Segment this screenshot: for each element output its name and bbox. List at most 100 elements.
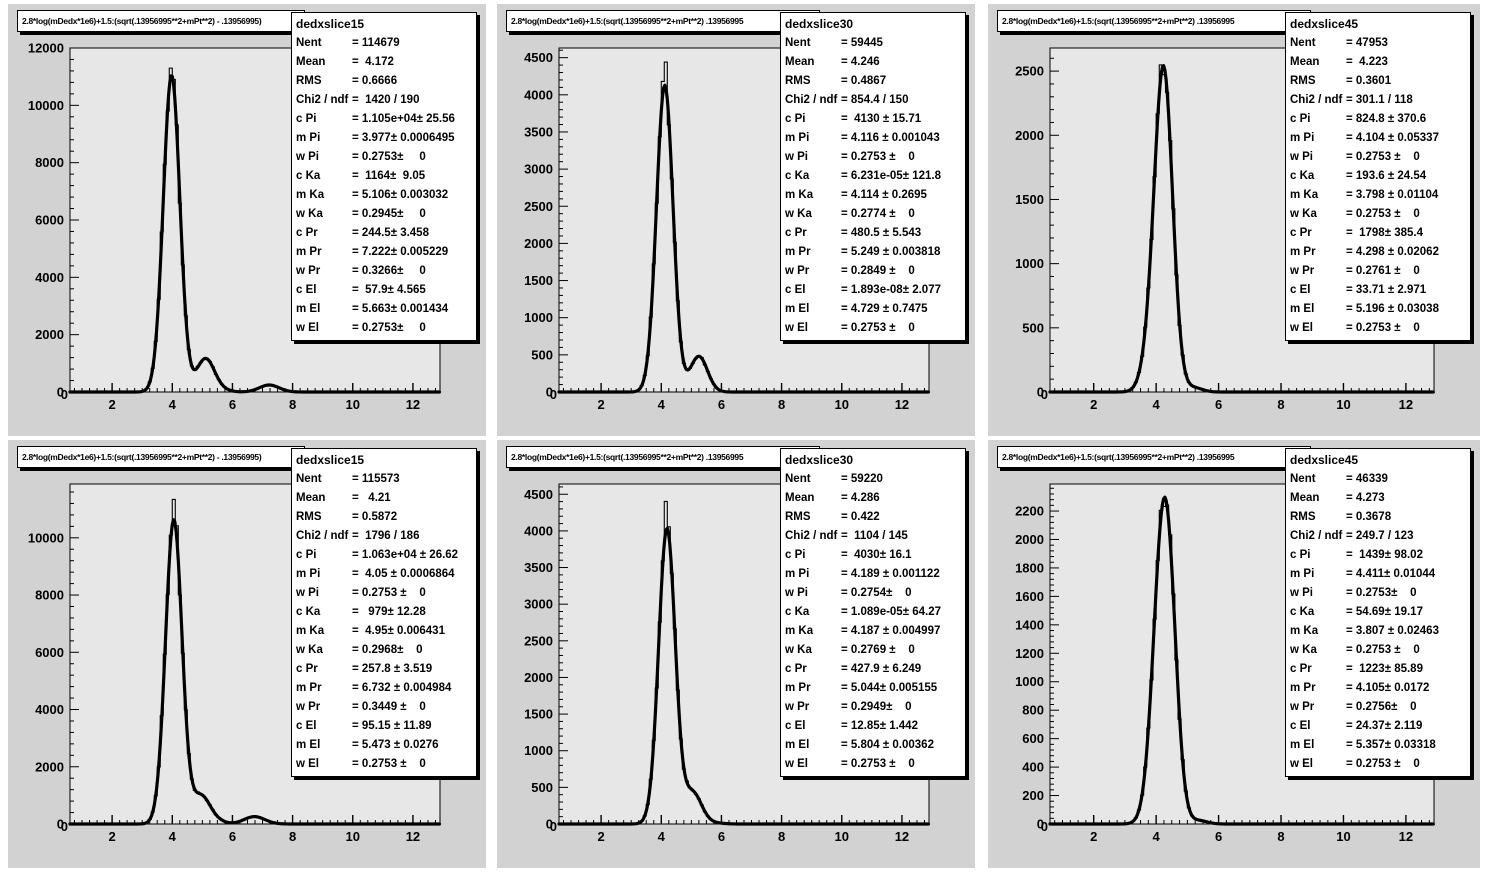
- stat-line: w El = 0.2753 ± 0: [296, 758, 426, 770]
- svg-text:2500: 2500: [1015, 64, 1044, 79]
- svg-text:0: 0: [57, 385, 64, 400]
- stats-box[interactable]: dedxslice30 Nent = 59445 Mean = 4.246 RMS = 0…: [780, 12, 966, 341]
- svg-text:2000: 2000: [524, 670, 553, 685]
- stat-line: w El = 0.2753 ± 0: [785, 758, 915, 770]
- stat-line: m Ka = 3.807 ± 0.02463: [1290, 625, 1439, 637]
- stats-box[interactable]: dedxslice30 Nent = 59220 Mean = 4.286 RMS = 0…: [780, 448, 966, 777]
- stat-line: c El = 1.893e-08± 2.077: [785, 284, 941, 296]
- pad-bottom-middle[interactable]: 0 500 1000 1500 2000 2500 3000 3500 4000 4500 2 4 6 8…: [497, 440, 975, 868]
- svg-text:1000: 1000: [1015, 256, 1044, 271]
- stat-line: w Pi = 0.2753 ± 0: [785, 151, 915, 163]
- stat-line: Chi2 / ndf = 1104 / 145: [785, 530, 908, 542]
- stat-line: w Ka = 0.2968± 0: [296, 644, 423, 656]
- stat-line: Mean = 4.172: [296, 56, 394, 68]
- pad-top-left[interactable]: 0 2000 4000 6000 8000 10000 12000 2 4 6 8 10 12 0 2.8…: [8, 4, 486, 436]
- svg-text:3500: 3500: [524, 124, 553, 139]
- stat-line: RMS = 0.422: [785, 511, 880, 523]
- svg-text:2000: 2000: [35, 759, 64, 774]
- stats-lines: Nent = 59445 Mean = 4.246 RMS = 0.4867 Chi2 / …: [785, 34, 961, 338]
- svg-text:10: 10: [1336, 397, 1350, 412]
- stat-line: w Pr = 0.2949± 0: [785, 701, 912, 713]
- formula-title: 2.8*log(mDedx*1e6)+1.5:(sqrt(.13956995**…: [511, 16, 744, 26]
- svg-text:1000: 1000: [1015, 674, 1044, 689]
- svg-text:4000: 4000: [524, 523, 553, 538]
- stat-line: Nent = 46339: [1290, 473, 1388, 485]
- svg-text:12: 12: [895, 397, 909, 412]
- stat-line: c El = 57.9± 4.565: [296, 284, 426, 296]
- stat-line: c El = 95.15 ± 11.89: [296, 720, 432, 732]
- svg-text:12: 12: [895, 829, 909, 844]
- svg-text:10: 10: [835, 829, 849, 844]
- svg-text:0: 0: [61, 819, 68, 834]
- svg-text:2000: 2000: [35, 327, 64, 342]
- svg-text:600: 600: [1022, 731, 1044, 746]
- stats-box[interactable]: dedxslice45 Nent = 46339 Mean = 4.273 RMS = 0…: [1285, 448, 1471, 777]
- formula-title-box[interactable]: 2.8*log(mDedx*1e6)+1.5:(sqrt(.13956995**…: [17, 10, 305, 32]
- formula-title: 2.8*log(mDedx*1e6)+1.5:(sqrt(.13956995**…: [1002, 452, 1235, 462]
- stat-line: w Pi = 0.2753 ± 0: [1290, 151, 1420, 163]
- svg-text:12000: 12000: [28, 41, 64, 56]
- svg-text:2: 2: [108, 397, 115, 412]
- stat-line: RMS = 0.4867: [785, 75, 887, 87]
- svg-text:0: 0: [1041, 819, 1048, 834]
- stat-line: m Pr = 4.298 ± 0.02062: [1290, 246, 1439, 258]
- svg-text:4: 4: [1153, 829, 1161, 844]
- formula-title-box[interactable]: 2.8*log(mDedx*1e6)+1.5:(sqrt(.13956995**…: [17, 446, 305, 468]
- svg-text:1600: 1600: [1015, 589, 1044, 604]
- svg-text:2200: 2200: [1015, 504, 1044, 519]
- stat-line: m El = 5.196 ± 0.03038: [1290, 303, 1439, 315]
- pad-bottom-right[interactable]: 0 200 400 600 800 1000 1200 1400 1600 1800 2000 220…: [988, 440, 1480, 868]
- stat-line: Chi2 / ndf = 1420 / 190: [296, 94, 420, 106]
- stat-line: w Pr = 0.2756± 0: [1290, 701, 1417, 713]
- formula-title-box[interactable]: 2.8*log(mDedx*1e6)+1.5:(sqrt(.13956995**…: [997, 10, 1311, 32]
- pad-top-middle[interactable]: 0 500 1000 1500 2000 2500 3000 3500 4000 4500 2 4 6 8…: [497, 4, 975, 436]
- stats-box[interactable]: dedxslice15 Nent = 115573 Mean = 4.21 RMS = 0…: [291, 448, 477, 777]
- svg-text:1500: 1500: [1015, 192, 1044, 207]
- formula-title-box[interactable]: 2.8*log(mDedx*1e6)+1.5:(sqrt(.13956995**…: [997, 446, 1311, 468]
- svg-text:6: 6: [229, 397, 236, 412]
- stats-box[interactable]: dedxslice15 Nent = 114679 Mean = 4.172 RMS = …: [291, 12, 477, 341]
- pad-top-right[interactable]: 0 500 1000 1500 2000 2500 2 4 6 8 10 12 0 2.8*log(mD…: [988, 4, 1480, 436]
- stat-line: Chi2 / ndf = 301.1 / 118: [1290, 94, 1413, 106]
- svg-text:2000: 2000: [1015, 128, 1044, 143]
- stat-line: w El = 0.2753 ± 0: [785, 322, 915, 334]
- stat-line: m Ka = 4.114 ± 0.2695: [785, 189, 927, 201]
- svg-text:12: 12: [406, 829, 420, 844]
- formula-title-box[interactable]: 2.8*log(mDedx*1e6)+1.5:(sqrt(.13956995**…: [506, 446, 820, 468]
- stat-line: Mean = 4.21: [296, 492, 391, 504]
- stat-line: m Ka = 4.95± 0.006431: [296, 625, 445, 637]
- stat-line: m El = 4.729 ± 0.7475: [785, 303, 928, 315]
- stat-line: m Pi = 4.116 ± 0.001043: [785, 132, 940, 144]
- svg-text:0: 0: [550, 819, 557, 834]
- stat-line: m El = 5.357± 0.03318: [1290, 739, 1436, 751]
- svg-text:8: 8: [289, 397, 296, 412]
- svg-text:12: 12: [1399, 829, 1413, 844]
- svg-text:4000: 4000: [35, 270, 64, 285]
- svg-text:4: 4: [169, 397, 177, 412]
- svg-text:2: 2: [108, 829, 115, 844]
- svg-text:10000: 10000: [28, 98, 64, 113]
- stat-line: Mean = 4.273: [1290, 492, 1385, 504]
- stat-line: c El = 33.71 ± 2.971: [1290, 284, 1427, 296]
- stat-line: c Ka = 54.69± 19.17: [1290, 606, 1423, 618]
- svg-text:1400: 1400: [1015, 617, 1044, 632]
- svg-text:1500: 1500: [524, 707, 553, 722]
- stat-line: w Pr = 0.2761 ± 0: [1290, 265, 1420, 277]
- formula-title: 2.8*log(mDedx*1e6)+1.5:(sqrt(.13956995**…: [511, 452, 744, 462]
- stat-line: c Ka = 6.231e-05± 121.8: [785, 170, 941, 182]
- stats-box[interactable]: dedxslice45 Nent = 47953 Mean = 4.223 RMS = 0…: [1285, 12, 1471, 341]
- pad-bottom-left[interactable]: 0 2000 4000 6000 8000 10000 2 4 6 8 10 12 0 2.8*log(…: [8, 440, 486, 868]
- stats-lines: Nent = 59220 Mean = 4.286 RMS = 0.422 Chi2 / n…: [785, 470, 961, 774]
- svg-text:6: 6: [718, 829, 725, 844]
- stats-hist-name: dedxslice30: [785, 453, 854, 467]
- formula-title-box[interactable]: 2.8*log(mDedx*1e6)+1.5:(sqrt(.13956995**…: [506, 10, 820, 32]
- stat-line: Nent = 114679: [296, 37, 400, 49]
- stat-line: c El = 12.85± 1.442: [785, 720, 918, 732]
- stat-line: m Pi = 4.411± 0.01044: [1290, 568, 1436, 580]
- svg-text:10000: 10000: [28, 530, 64, 545]
- stat-line: RMS = 0.5872: [296, 511, 398, 523]
- svg-text:4: 4: [1153, 397, 1161, 412]
- svg-text:2: 2: [597, 397, 604, 412]
- stat-line: RMS = 0.3678: [1290, 511, 1392, 523]
- svg-text:1000: 1000: [524, 310, 553, 325]
